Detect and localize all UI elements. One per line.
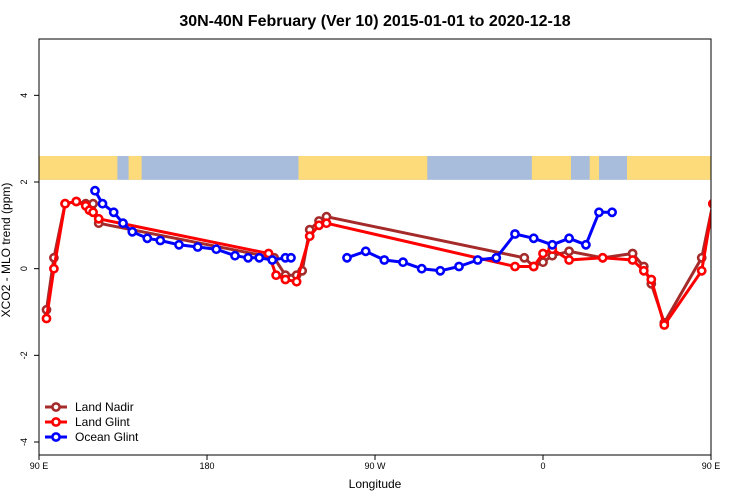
ocean-glint-point — [108, 207, 119, 218]
land-glint-point — [538, 248, 548, 259]
x-tick-label: 90 W — [364, 461, 386, 471]
legend-marker-land-glint — [51, 417, 61, 427]
ocean-glint-point — [243, 252, 253, 263]
ocean-glint-point — [360, 246, 371, 257]
land-glint-point — [60, 198, 70, 209]
ocean-glint-point — [230, 250, 240, 261]
ocean-glint-point — [581, 239, 591, 250]
axes: 90 E 180 90 W 0 90 E -4 -2 0 2 4 — [19, 38, 721, 471]
land-nadir-point — [724, 200, 731, 207]
ocean-glint-point — [174, 239, 184, 250]
land-glint-point — [49, 263, 59, 274]
ocean-glint-point — [118, 218, 128, 229]
land-glint-point — [510, 261, 520, 272]
land-glint-point — [280, 274, 291, 285]
series-layer — [41, 185, 750, 330]
land-glint-point — [88, 207, 98, 218]
legend-marker-land-nadir — [51, 402, 61, 412]
map-land-2 — [298, 156, 428, 180]
ocean-glint-point — [97, 198, 108, 209]
plot-frame — [38, 38, 712, 456]
land-glint-point — [41, 313, 52, 324]
x-tick-label: 0 — [540, 461, 545, 471]
ocean-glint-point — [398, 257, 408, 268]
ocean-glint-point — [454, 261, 464, 272]
land-glint-point — [638, 265, 649, 276]
ocean-glint-point — [192, 242, 203, 252]
land-glint-point — [627, 255, 638, 265]
legend-marker-ocean-glint — [51, 432, 61, 442]
ocean-glint-point — [127, 226, 138, 237]
ocean-glint-point — [211, 244, 222, 255]
land-glint-point — [528, 261, 539, 272]
map-land-5 — [627, 156, 711, 180]
land-glint-point — [291, 276, 302, 287]
ocean-glint-point — [416, 263, 427, 274]
ocean-glint-point — [155, 235, 166, 246]
ocean-glint-point — [472, 255, 483, 265]
ocean-glint-point — [435, 265, 446, 276]
y-tick-label: 2 — [19, 179, 29, 184]
world-map-band — [39, 156, 711, 180]
x-tick-label: 90 E — [30, 461, 49, 471]
legend-label-ocean-glint: Ocean Glint — [75, 430, 139, 444]
map-land-3 — [531, 156, 571, 180]
land-nadir-point — [564, 246, 574, 257]
y-tick-label: -2 — [19, 351, 29, 359]
land-glint-point — [597, 252, 608, 263]
ocean-glint-point — [528, 233, 539, 244]
ocean-glint-point — [90, 185, 100, 196]
land-glint-point — [743, 209, 750, 216]
map-land-group — [39, 156, 711, 180]
land-glint-point — [271, 270, 281, 281]
land-glint-point — [314, 220, 324, 231]
land-glint-point — [717, 198, 724, 205]
land-glint-point — [93, 213, 104, 224]
ocean-glint-point — [594, 207, 604, 218]
land-nadir-point — [735, 204, 742, 211]
ocean-glint-line-1 — [345, 210, 614, 273]
x-tick-label: 90 E — [702, 461, 721, 471]
ocean-glint-line-0 — [93, 189, 293, 262]
land-glint-point — [304, 231, 315, 242]
ocean-glint-point — [286, 252, 296, 263]
y-axis-label: XCO2 - MLO trend (ppm) — [0, 183, 13, 318]
ocean-glint-point — [342, 252, 352, 263]
land-glint-point — [659, 320, 670, 330]
ocean-glint-point — [510, 229, 520, 239]
land-nadir-point — [519, 252, 530, 263]
legend-label-land-nadir: Land Nadir — [75, 400, 134, 414]
land-glint-point — [646, 274, 657, 285]
y-tick-label: 4 — [19, 93, 29, 98]
map-land-1 — [128, 156, 142, 180]
map-land-0 — [39, 156, 118, 180]
y-tick-label: -4 — [19, 438, 29, 446]
x-axis-label: Longitude — [349, 477, 402, 491]
ocean-glint-point — [142, 233, 153, 244]
ocean-glint-point — [379, 255, 390, 265]
ocean-glint-point — [607, 207, 617, 218]
land-glint-point — [735, 207, 742, 214]
chart-title: 30N-40N February (Ver 10) 2015-01-01 to … — [179, 13, 570, 30]
y-tick-label: 0 — [19, 266, 29, 271]
land-glint-point — [321, 218, 332, 229]
map-land-4 — [589, 156, 599, 180]
ocean-glint-point — [547, 239, 558, 250]
land-nadir-point — [743, 200, 750, 207]
x-tick-label: 180 — [199, 461, 214, 471]
land-nadir-point — [538, 257, 548, 268]
ocean-glint-point — [564, 233, 574, 244]
land-glint-point — [708, 199, 711, 209]
land-glint-point — [71, 196, 82, 207]
land-glint-point — [696, 265, 707, 276]
land-nadir-point — [717, 198, 724, 205]
land-glint-point — [564, 255, 574, 265]
ocean-glint-point — [267, 255, 278, 265]
ocean-glint-point — [254, 252, 265, 263]
ocean-glint-point — [491, 252, 502, 263]
land-glint-point — [724, 202, 731, 209]
legend-label-land-glint: Land Glint — [75, 415, 130, 429]
